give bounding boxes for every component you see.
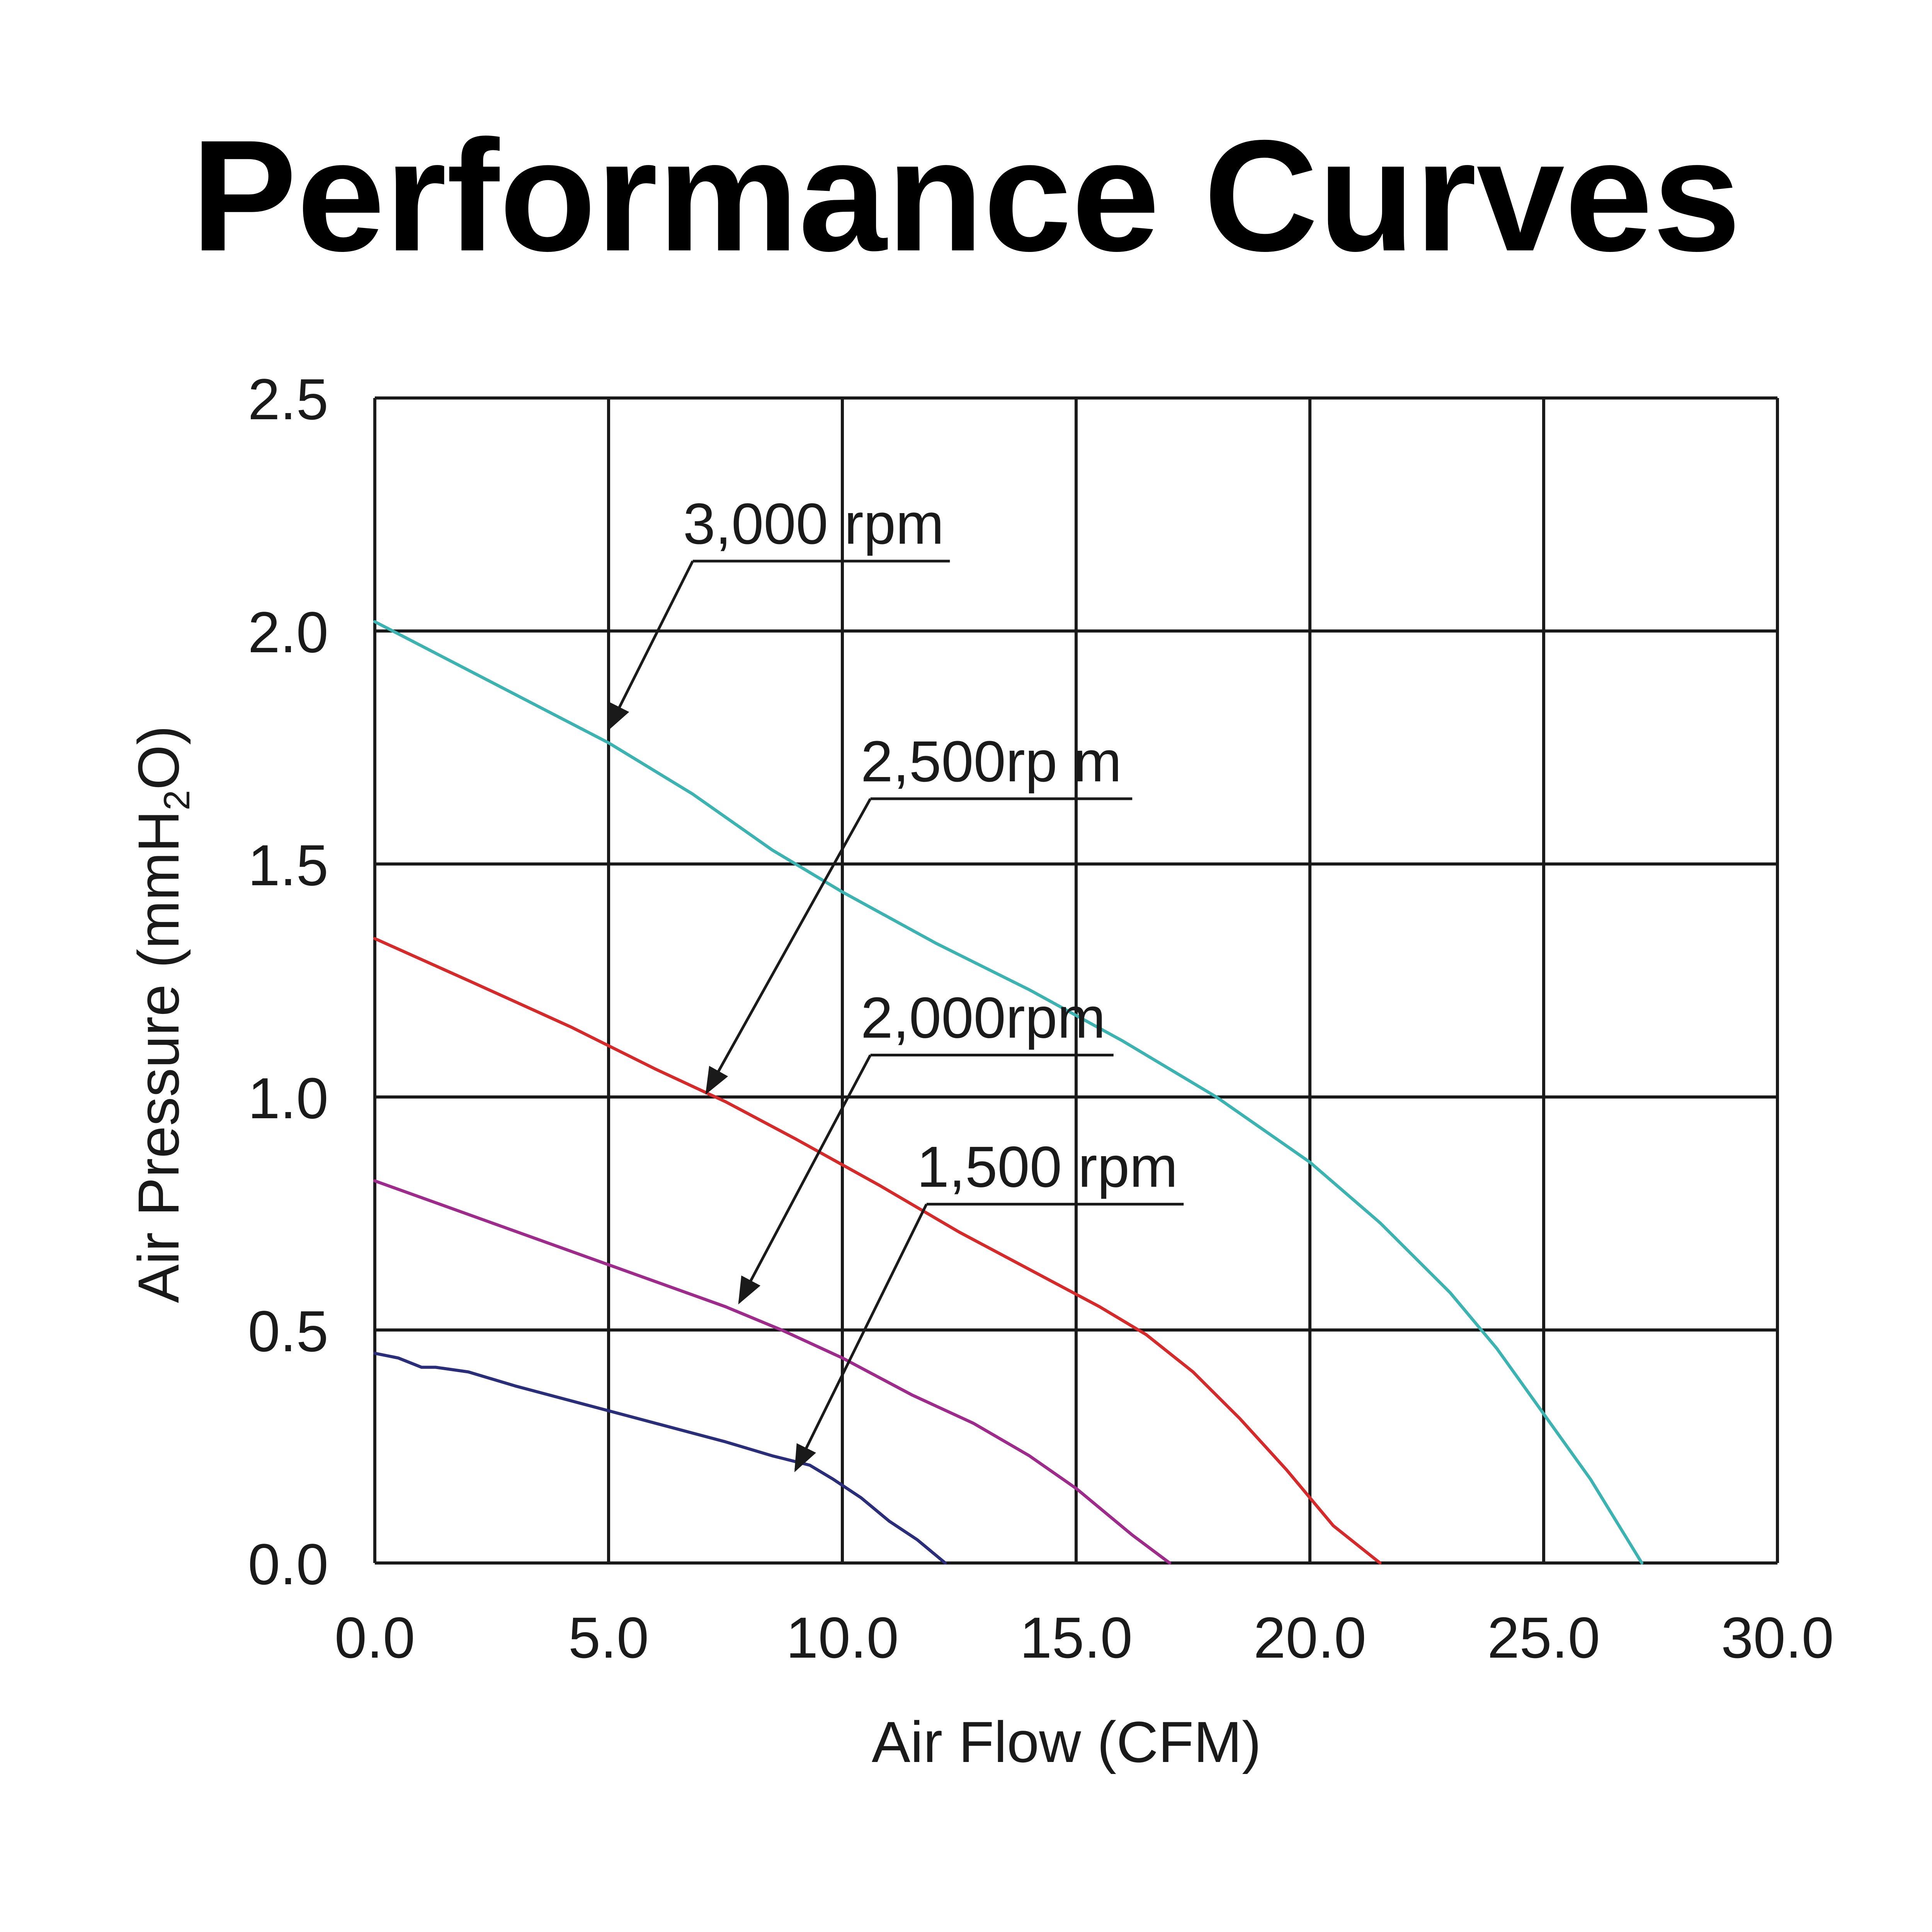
y-tick-label: 2.5: [248, 367, 328, 432]
y-tick-label: 1.5: [248, 833, 328, 898]
y-axis-label-subscript: 2: [156, 790, 197, 810]
chart-title: Performance Curves: [191, 107, 1741, 284]
x-tick-label: 15.0: [1020, 1605, 1133, 1670]
series-line-1: [373, 937, 1382, 1565]
x-tick-label: 20.0: [1253, 1605, 1366, 1670]
y-tick-label: 1.0: [248, 1066, 328, 1131]
x-tick-label: 25.0: [1487, 1605, 1600, 1670]
annotation-label: 1,500 rpm: [917, 1134, 1178, 1199]
series-line-0: [373, 620, 1644, 1565]
x-tick-label: 30.0: [1721, 1605, 1834, 1670]
y-axis-tick-labels: 0.0 0.5 1.0 1.5 2.0 2.5: [248, 367, 328, 1597]
y-axis-label-tail: O): [126, 726, 191, 790]
x-tick-label: 5.0: [568, 1605, 649, 1670]
y-tick-label: 0.5: [248, 1299, 328, 1364]
y-axis-label-main: Air Pressure (mmH: [126, 810, 191, 1303]
annotation-label: 3,000 rpm: [683, 491, 944, 556]
annotations: 3,000 rpm 2,500rp m 2,000rpm 1,500 rpm: [607, 491, 1184, 1473]
x-axis-label: Air Flow (CFM): [872, 1709, 1261, 1774]
annotation-arrow-1: [705, 798, 872, 1095]
y-tick-label: 2.0: [248, 600, 328, 665]
annotation-arrow-3: [794, 1203, 928, 1473]
annotation-label: 2,500rp m: [861, 729, 1122, 794]
series-line-3: [373, 1352, 947, 1565]
annotation-arrow-2: [738, 1054, 872, 1304]
series-lines: [373, 620, 1644, 1565]
series-line-2: [373, 1179, 1171, 1565]
x-tick-label: 10.0: [786, 1605, 899, 1670]
x-axis-tick-labels: 0.0 5.0 10.0 15.0 20.0 25.0 30.0: [335, 1605, 1834, 1670]
annotation-arrow-0: [607, 560, 694, 731]
y-tick-label: 0.0: [248, 1532, 328, 1597]
grid: [373, 396, 1779, 1565]
x-tick-label: 0.0: [335, 1605, 415, 1670]
y-axis-label: Air Pressure (mmH2O): [126, 726, 197, 1303]
annotation-label: 2,000rpm: [861, 985, 1106, 1050]
